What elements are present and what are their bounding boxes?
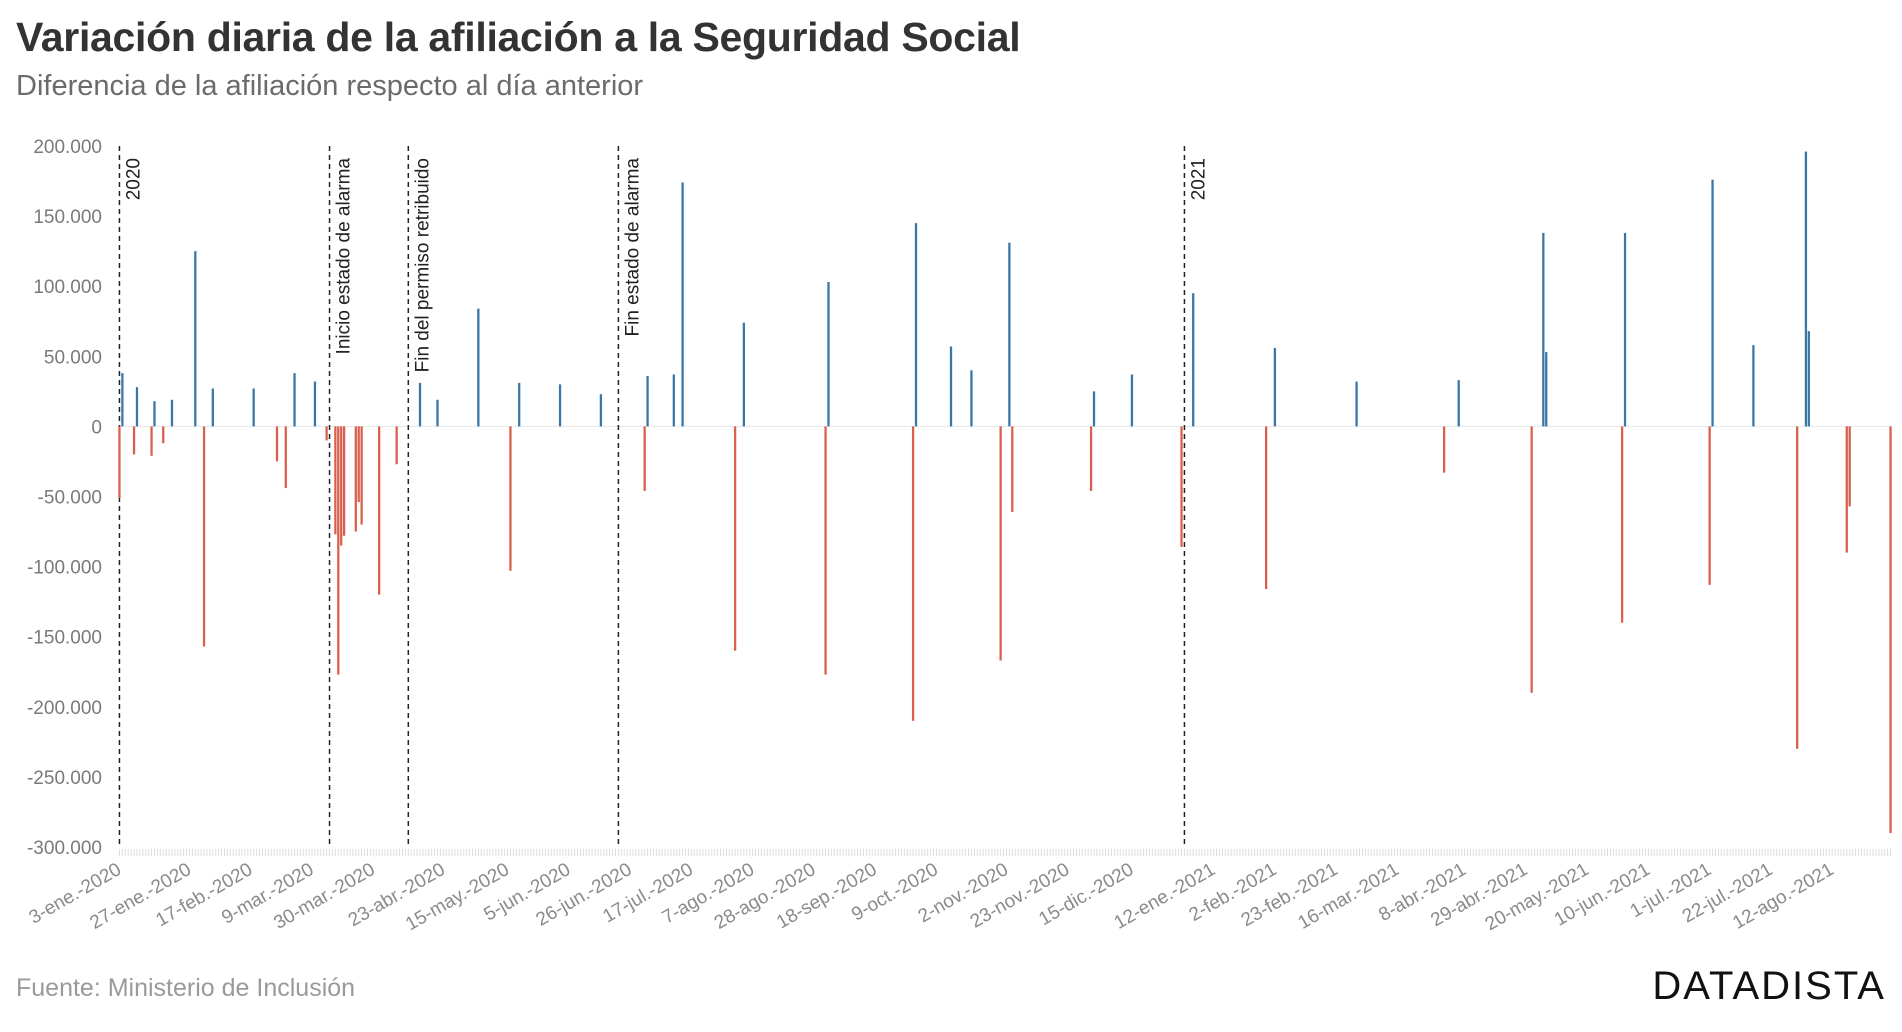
bar-positive — [1273, 347, 1277, 427]
bar-positive — [418, 382, 422, 427]
y-tick-label: 200.000 — [33, 137, 102, 158]
bar-negative — [354, 426, 357, 532]
bar-positive — [1355, 381, 1358, 427]
bar-positive — [558, 384, 562, 427]
y-tick-label: -100.000 — [27, 558, 102, 579]
bar-positive — [252, 388, 255, 427]
bar-positive — [313, 381, 317, 427]
bar-negative — [334, 426, 337, 535]
bar-positive — [170, 399, 174, 427]
bar-negative — [1011, 426, 1014, 512]
bar-positive — [153, 401, 156, 427]
event-lines: 2020 Inicio estado de alarma Fin del permi… — [118, 146, 1209, 847]
brand-logo[interactable]: DATADISTA — [1652, 964, 1886, 1008]
bar-positive — [1711, 179, 1714, 427]
bar-negative — [1889, 426, 1892, 833]
bar-negative — [1530, 426, 1533, 693]
bar-positive — [1623, 232, 1627, 427]
bar-positive — [293, 373, 296, 427]
bar-positive — [681, 182, 684, 427]
bar-chart: 2020 Inicio estado de alarma Fin del permi… — [26, 137, 1892, 935]
bar-negative — [1796, 426, 1799, 749]
chart-title: Variación diaria de la afiliación a la S… — [16, 14, 1021, 60]
bar-negative — [1180, 426, 1183, 547]
bar-negative — [118, 426, 121, 498]
bar-negative — [342, 426, 346, 536]
y-tick-label: 50.000 — [44, 347, 102, 368]
bar-positive — [970, 370, 973, 427]
bars — [118, 151, 1892, 833]
y-tick-label: 0 — [91, 417, 102, 438]
event-label: Fin estado de alarma — [622, 158, 643, 337]
y-tick-label: -250.000 — [27, 768, 102, 789]
bar-positive — [672, 374, 675, 427]
y-tick-label: -50.000 — [38, 488, 102, 509]
event-label: 2021 — [1188, 158, 1209, 200]
bar-positive — [599, 394, 603, 427]
bar-positive — [914, 223, 918, 427]
bar-positive — [211, 388, 214, 427]
bar-positive — [1545, 352, 1548, 427]
event-label: Inicio estado de alarma — [334, 158, 355, 355]
bar-negative — [150, 426, 153, 456]
y-tick-label: 100.000 — [33, 277, 102, 298]
bar-positive — [477, 308, 480, 427]
bar-positive — [827, 281, 830, 427]
bar-negative — [337, 426, 340, 675]
bar-positive — [135, 387, 139, 427]
bar-positive — [1804, 151, 1808, 427]
bar-positive — [1008, 242, 1011, 427]
y-tick-label: 150.000 — [33, 207, 102, 228]
bar-positive — [1130, 374, 1134, 427]
bar-negative — [132, 426, 136, 455]
source-note: Fuente: Ministerio de Inclusión — [16, 974, 356, 1002]
chart-subtitle: Diferencia de la afiliación respecto al … — [16, 70, 644, 102]
bar-positive — [1092, 391, 1096, 427]
bar-negative — [824, 426, 827, 675]
y-tick-label: -300.000 — [27, 838, 102, 859]
bar-negative — [1845, 426, 1848, 553]
bar-positive — [1807, 331, 1810, 427]
bar-positive — [1542, 232, 1545, 427]
bar-positive — [121, 373, 124, 427]
bar-positive — [1752, 345, 1755, 427]
bar-positive — [742, 322, 745, 427]
bar-negative — [340, 426, 343, 546]
bar-positive — [518, 382, 521, 427]
bar-negative — [395, 426, 398, 465]
bar-negative — [378, 426, 381, 595]
x-axis-day-ticks — [118, 849, 1892, 856]
bar-negative — [1620, 426, 1624, 623]
bar-positive — [1457, 380, 1460, 427]
bar-negative — [1708, 426, 1711, 585]
bar-negative — [162, 426, 165, 444]
bar-negative — [643, 426, 646, 491]
bar-negative — [999, 426, 1002, 661]
bar-negative — [360, 426, 363, 525]
event-label: Fin del permiso retribuido — [412, 158, 433, 372]
x-axis: 3-ene.-202027-ene.-202017-feb.-20209-mar… — [26, 859, 1838, 935]
bar-negative — [284, 426, 287, 489]
bar-positive — [646, 375, 649, 427]
y-tick-label: -200.000 — [27, 698, 102, 719]
bar-positive — [436, 399, 439, 427]
bar-negative — [1442, 426, 1446, 473]
bar-negative — [509, 426, 512, 571]
bar-negative — [202, 426, 206, 647]
grid-layer — [118, 425, 1892, 856]
bar-positive — [949, 346, 953, 427]
bar-negative — [275, 426, 279, 462]
bar-negative — [1089, 426, 1093, 491]
bar-negative — [911, 426, 915, 721]
event-label: 2020 — [123, 158, 144, 200]
y-tick-label: -150.000 — [27, 628, 102, 649]
bar-negative — [1848, 426, 1851, 507]
bar-negative — [325, 426, 328, 441]
bar-negative — [1265, 426, 1268, 590]
bar-positive — [194, 251, 197, 427]
y-axis: 200.000 150.000 100.000 50.000 0 -50.000 -100.… — [27, 137, 102, 859]
bar-negative — [357, 426, 360, 503]
bar-negative — [733, 426, 737, 651]
bar-positive — [1192, 293, 1195, 427]
